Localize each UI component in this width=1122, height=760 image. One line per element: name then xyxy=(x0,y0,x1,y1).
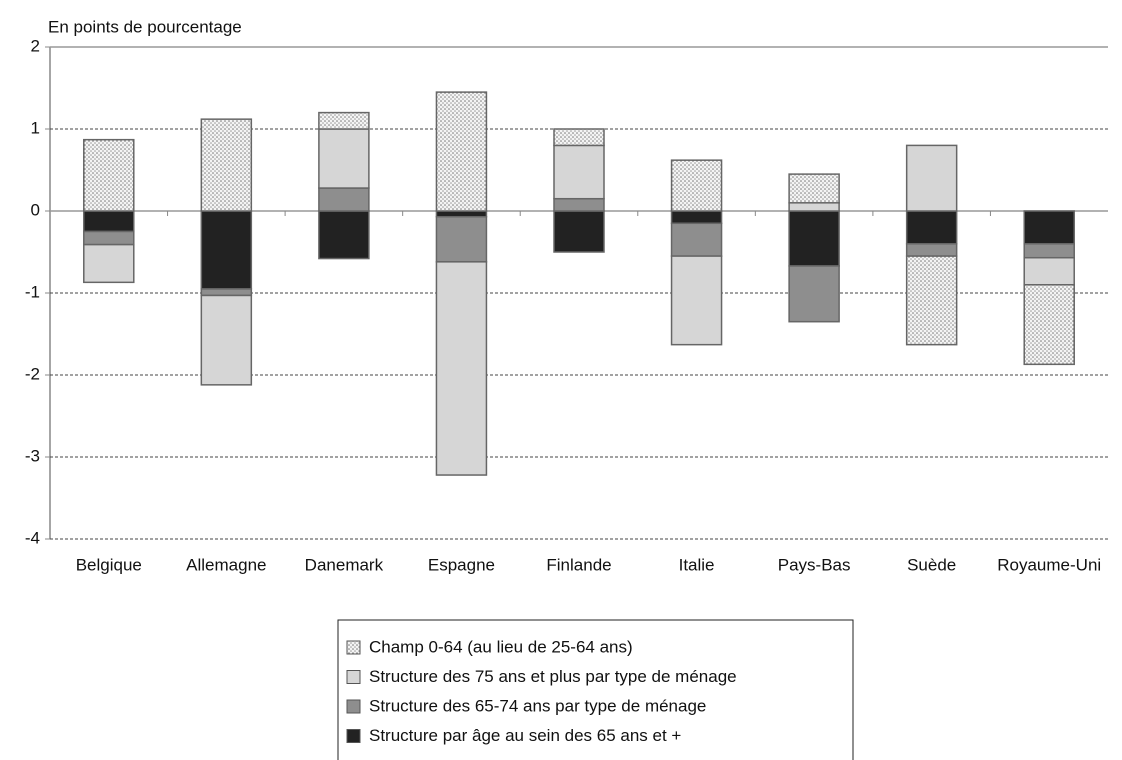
legend-label: Champ 0-64 (au lieu de 25-64 ans) xyxy=(369,637,633,656)
legend-box xyxy=(337,619,854,760)
legend-swatch xyxy=(346,640,361,655)
x-tick-label: Allemagne xyxy=(186,555,266,574)
legend-label: Structure des 65-74 ans par type de ména… xyxy=(369,696,706,715)
bar-segment xyxy=(1023,210,1075,245)
bar-segment xyxy=(318,111,370,130)
bar-segment xyxy=(1023,243,1075,259)
bar-segment xyxy=(83,138,135,212)
bar-segment xyxy=(83,210,135,233)
bar-segment xyxy=(83,230,135,246)
bar-segment xyxy=(553,197,605,212)
bar-segment xyxy=(905,255,958,346)
x-tick-label: Danemark xyxy=(305,555,384,574)
x-tick-label: Belgique xyxy=(76,555,142,574)
x-tick-label: Finlande xyxy=(546,555,611,574)
legend-label: Structure des 75 ans et plus par type de… xyxy=(369,667,737,686)
bar-segment xyxy=(670,210,723,225)
bar-segment xyxy=(905,210,958,245)
x-tick-label: Espagne xyxy=(428,555,495,574)
y-tick-label: -4 xyxy=(25,528,40,547)
bar-segment xyxy=(553,128,605,147)
x-tick-label: Suède xyxy=(907,555,956,574)
axis-title: En points de pourcentage xyxy=(48,17,242,36)
bar-segment xyxy=(318,187,370,212)
x-tick-label: Royaume-Uni xyxy=(997,555,1101,574)
bar-segment xyxy=(905,144,958,212)
bar-segment xyxy=(200,118,253,212)
bar-segment xyxy=(1023,284,1075,366)
y-tick-label: -3 xyxy=(25,446,40,465)
x-tick-label: Pays-Bas xyxy=(778,555,851,574)
bar-segment xyxy=(318,210,370,260)
bar-segment xyxy=(788,173,840,204)
bar-segment xyxy=(435,215,488,263)
y-tick-label: 1 xyxy=(31,118,40,137)
y-tick-label: -2 xyxy=(25,364,40,383)
bar-segment xyxy=(553,144,605,200)
bar-segment xyxy=(435,210,488,218)
bar-segment xyxy=(435,91,488,212)
bar-segment xyxy=(788,210,840,267)
y-tick-label: 0 xyxy=(31,200,40,219)
bar-segment xyxy=(670,159,723,212)
bar-segment xyxy=(1023,256,1075,286)
y-tick-label: 2 xyxy=(31,36,40,55)
bar-segment xyxy=(435,261,488,476)
bar-segment xyxy=(200,210,253,290)
bar-segment xyxy=(788,202,840,212)
bar-segment xyxy=(788,265,840,323)
legend-swatch xyxy=(346,729,361,743)
bar-segment xyxy=(83,243,135,284)
legend-label: Structure par âge au sein des 65 ans et … xyxy=(369,726,681,745)
bar-segment xyxy=(905,243,958,257)
bar-segment xyxy=(553,210,605,253)
bar-segment xyxy=(200,294,253,386)
x-tick-label: Italie xyxy=(679,555,715,574)
y-tick-label: -1 xyxy=(25,282,40,301)
bar-segment xyxy=(200,288,253,297)
bar-segment xyxy=(670,222,723,257)
bar-segment xyxy=(318,128,370,189)
legend-swatch xyxy=(346,699,361,714)
bar-segment xyxy=(670,255,723,346)
legend-swatch xyxy=(346,670,361,684)
